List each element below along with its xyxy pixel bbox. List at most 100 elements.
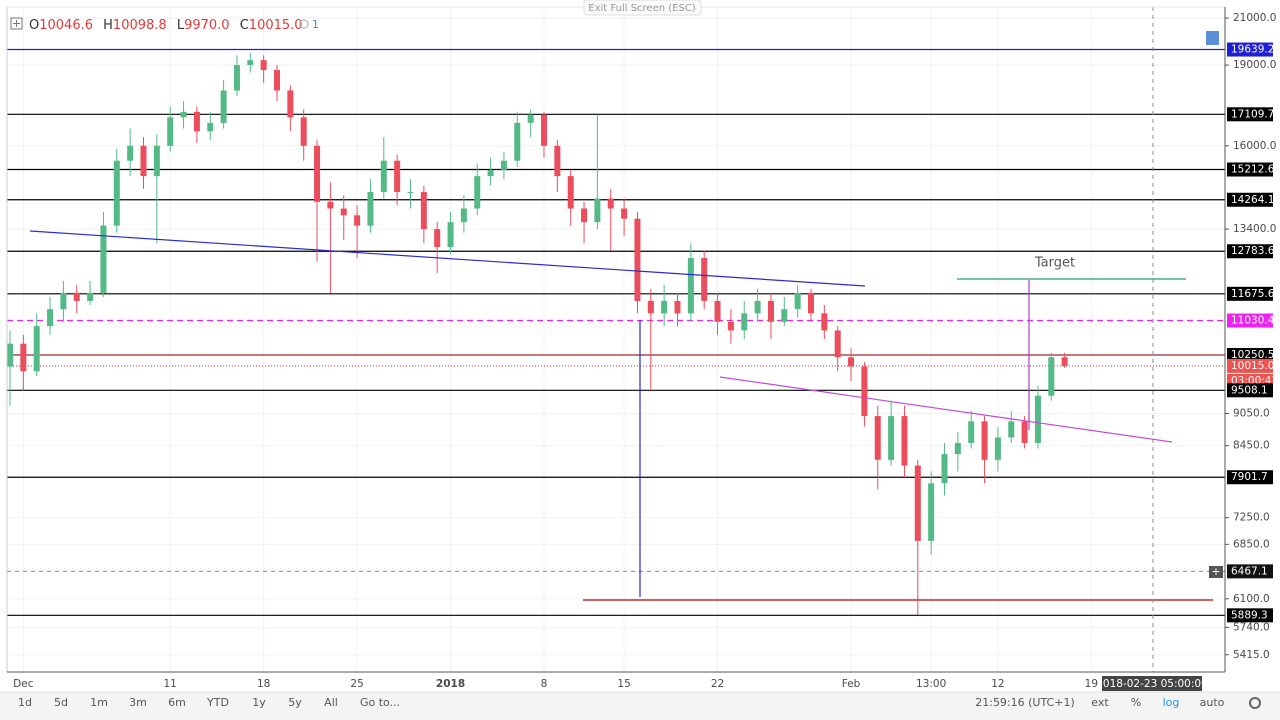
price-level-label: 12783.6 xyxy=(1231,245,1275,257)
range-button[interactable]: 1d xyxy=(18,696,32,709)
price-level-label: 10250.5 xyxy=(1231,349,1274,361)
y-tick-label: 6850.0 xyxy=(1233,538,1270,550)
candle-body xyxy=(474,176,481,209)
candle-body xyxy=(314,145,321,202)
candle-body xyxy=(420,192,427,230)
candle-body xyxy=(581,208,588,223)
range-button[interactable]: 1m xyxy=(90,696,108,709)
candle-body xyxy=(487,169,494,177)
candle-body xyxy=(661,300,668,314)
scale-option[interactable]: % xyxy=(1131,696,1141,709)
x-tick-label: 13:00 xyxy=(916,678,946,690)
collapse-icon[interactable] xyxy=(10,17,23,30)
candle-body xyxy=(914,465,921,541)
candle-body xyxy=(514,122,521,161)
ohlc-key: H xyxy=(103,18,113,33)
candle-body xyxy=(821,313,828,331)
y-tick-label: 8450.0 xyxy=(1233,440,1270,452)
price-level-label: 10015.0 xyxy=(1231,360,1274,372)
candle-body xyxy=(274,70,280,91)
candle-body xyxy=(727,321,734,331)
ohlc-legend: O10046.6 H10098.8 L9970.0 C10015.0 xyxy=(29,18,303,33)
y-tick-label: 13400.0 xyxy=(1233,223,1276,235)
price-level-label: 19639.2 xyxy=(1231,44,1274,56)
candle-body xyxy=(687,258,694,314)
candle-body xyxy=(354,215,361,226)
candle-body xyxy=(460,208,467,223)
candles-layer xyxy=(7,52,1068,615)
scale-option[interactable]: auto xyxy=(1200,696,1225,709)
candle-body xyxy=(1008,421,1015,438)
candle-body xyxy=(87,292,94,301)
toolbar xyxy=(0,692,1280,720)
candle-body xyxy=(33,326,40,372)
candle-body xyxy=(834,330,841,358)
goto-button[interactable]: Go to... xyxy=(360,696,400,709)
indicator-count: 1 xyxy=(312,18,319,31)
candle-body xyxy=(888,416,895,460)
y-tick-label: 6100.0 xyxy=(1233,593,1270,605)
exit-fullscreen[interactable] xyxy=(583,0,702,16)
x-tick-label: 25 xyxy=(350,678,363,690)
price-level-label-box xyxy=(1227,286,1273,301)
price-level-label: 6467.1 xyxy=(1231,565,1268,577)
candle-body xyxy=(153,145,160,177)
levels-layer xyxy=(7,48,1225,616)
scroll-icon[interactable] xyxy=(1206,31,1219,45)
price-level-label: 14264.1 xyxy=(1231,194,1274,206)
candle-body xyxy=(634,218,641,301)
range-button[interactable]: 3m xyxy=(129,696,147,709)
candle-body xyxy=(1048,357,1055,396)
candle-body xyxy=(567,176,574,209)
price-level-label-box xyxy=(1227,608,1273,623)
exit-fullscreen-label: Exit Full Screen (ESC) xyxy=(588,3,696,14)
candle-body xyxy=(1061,357,1068,366)
candle-body xyxy=(380,160,387,193)
range-button[interactable]: YTD xyxy=(206,696,229,709)
range-button[interactable]: All xyxy=(324,696,338,709)
x-tick-label: Feb xyxy=(842,678,861,690)
settings-icon[interactable] xyxy=(1249,697,1261,709)
candle-body xyxy=(73,292,80,301)
candle-body xyxy=(327,201,334,209)
candle-body xyxy=(340,208,347,216)
candle-body xyxy=(781,309,788,322)
candle-body xyxy=(941,454,948,484)
candle-body xyxy=(233,65,240,91)
candle-body xyxy=(541,114,547,146)
price-level-label-box xyxy=(1227,470,1273,485)
price-level-label: 7901.7 xyxy=(1231,471,1268,483)
ohlc-value: 10098.8 xyxy=(113,18,167,33)
annotation: Target xyxy=(1034,256,1075,271)
add-icon[interactable] xyxy=(1209,566,1223,578)
candle-body xyxy=(20,343,27,372)
candle-body xyxy=(954,442,961,455)
eye-icon[interactable] xyxy=(299,19,309,29)
candle-body xyxy=(647,300,654,314)
range-button[interactable]: 5d xyxy=(54,696,68,709)
x-tick-label: 11 xyxy=(164,678,177,690)
candle-body xyxy=(7,343,13,367)
x-tick-label: 12 xyxy=(991,678,1004,690)
candle-body xyxy=(848,357,855,367)
candle-body xyxy=(127,145,134,161)
candle-body xyxy=(554,145,561,177)
x-tick-label: 15 xyxy=(617,678,630,690)
candle-body xyxy=(180,111,187,118)
candle-body xyxy=(674,300,681,314)
range-button[interactable]: 6m xyxy=(168,696,186,709)
ohlc-value: 9970.0 xyxy=(184,18,230,33)
range-button[interactable]: 1y xyxy=(252,696,266,709)
candle-body xyxy=(260,60,267,71)
x-tick-label: 22 xyxy=(711,678,724,690)
scale-option[interactable]: ext xyxy=(1091,696,1109,709)
trend-line xyxy=(29,230,866,287)
trend-line xyxy=(719,376,1173,443)
candle-body xyxy=(928,483,935,541)
candle-body xyxy=(808,292,814,314)
price-level-label: 11030.4 xyxy=(1231,315,1275,327)
y-tick-label: 21000.0 xyxy=(1233,12,1276,24)
ohlc-value: 10046.6 xyxy=(39,18,93,33)
scale-option[interactable]: log xyxy=(1163,696,1180,709)
range-button[interactable]: 5y xyxy=(288,696,302,709)
